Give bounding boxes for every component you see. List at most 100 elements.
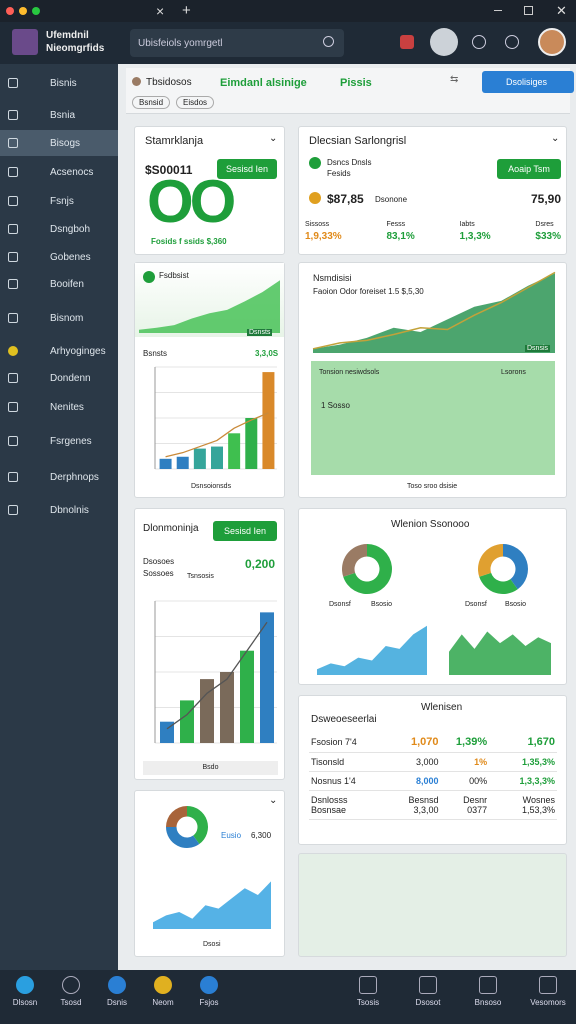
icon[interactable]: ⇆ bbox=[450, 74, 459, 85]
table-row: Fsosion 7'4 1,070 1,39% 1,670 bbox=[309, 732, 557, 753]
nav-icon bbox=[8, 472, 18, 482]
table-cell: 1,39% bbox=[440, 732, 490, 753]
panel: Tonsion nesiwdsols Lsorons 1 Sosso bbox=[311, 361, 555, 475]
nav-icon bbox=[539, 976, 557, 994]
nav-item[interactable]: Bsnia bbox=[0, 102, 118, 128]
footer-button[interactable]: Bsdo bbox=[143, 761, 278, 775]
card: Stamrklanja ⌄ $S00011 Sesisd Ien OO Fosi… bbox=[134, 126, 285, 255]
bar bbox=[240, 650, 254, 743]
nav-button[interactable]: Tsosd bbox=[46, 976, 96, 1007]
nav-item[interactable]: Fsrgenes bbox=[0, 428, 118, 454]
nav-item[interactable]: Acsenocs bbox=[0, 159, 118, 185]
nav-item[interactable]: Arhyoginges bbox=[0, 338, 118, 364]
search-text: Ubisfeiols yomrgetl bbox=[138, 38, 223, 49]
bottom-nav: Dlsosn Tsosd Dsnis Neom Fsjos Tsosis Dsosot Bns… bbox=[0, 970, 576, 1024]
nav-label: Nenites bbox=[50, 401, 84, 413]
title-bar: × + ✕ bbox=[0, 0, 576, 22]
avatar[interactable] bbox=[538, 28, 566, 56]
table-cell: Wosnes 1,53,3% bbox=[489, 790, 557, 820]
table-row: Dsnlosss Bosnsae Besnsd 3,3,00 Desnr 0377 W… bbox=[309, 790, 557, 820]
nav-item[interactable]: Dondenn bbox=[0, 365, 118, 391]
tab-close[interactable]: × bbox=[156, 3, 165, 19]
nav-icon bbox=[8, 313, 18, 323]
area bbox=[313, 273, 555, 353]
icon[interactable] bbox=[472, 35, 486, 49]
min-dot[interactable] bbox=[19, 7, 27, 15]
nav-label: Dsngboh bbox=[50, 223, 91, 235]
tab[interactable]: Pissis bbox=[340, 77, 372, 89]
nav-icon bbox=[62, 976, 80, 994]
nav-item[interactable]: Bisnom bbox=[0, 305, 118, 331]
nav-label: Derphnops bbox=[50, 471, 99, 483]
nav-item[interactable]: Gobenes bbox=[0, 244, 118, 270]
empty-card bbox=[298, 853, 567, 957]
button[interactable]: Aoaip Tsm bbox=[497, 159, 561, 179]
icon[interactable] bbox=[400, 35, 414, 49]
new-tab[interactable]: + bbox=[182, 2, 191, 19]
bar bbox=[176, 456, 189, 469]
bar bbox=[228, 433, 241, 469]
tab[interactable]: Eimdanl alsinige bbox=[220, 77, 307, 89]
subtitle: Faoion Odor foreiset 1.5 $,5,30 bbox=[313, 287, 424, 296]
area bbox=[153, 881, 271, 929]
table-cell: 1,3,3,3% bbox=[489, 771, 557, 791]
window-close[interactable]: ✕ bbox=[556, 3, 567, 18]
chart bbox=[139, 280, 280, 333]
icon[interactable] bbox=[505, 35, 519, 49]
nav-item[interactable]: Nenites bbox=[0, 394, 118, 420]
nav-label: Neom bbox=[152, 998, 174, 1007]
chevron[interactable]: ⌄ bbox=[269, 795, 278, 806]
chevron[interactable]: ⌄ bbox=[269, 133, 278, 144]
chip[interactable]: Eisdos bbox=[176, 96, 215, 109]
button[interactable]: Sesisd Ien bbox=[213, 521, 277, 541]
bar bbox=[262, 372, 275, 469]
close-dot[interactable] bbox=[6, 7, 14, 15]
nav-button[interactable]: Neom bbox=[138, 976, 188, 1007]
nav-button[interactable]: Bnsoso bbox=[463, 976, 513, 1007]
search-box[interactable]: Ubisfeiols yomrgetl bbox=[130, 29, 344, 57]
nav-item[interactable]: Bisnis bbox=[0, 70, 118, 96]
minimize[interactable] bbox=[494, 10, 502, 11]
dot bbox=[309, 192, 321, 204]
nav-item[interactable]: Dbnolnis bbox=[0, 497, 118, 523]
max-dot[interactable] bbox=[32, 7, 40, 15]
app-name: Ufemdnil bbox=[46, 30, 89, 41]
table-cell: 3,000 bbox=[382, 752, 441, 772]
nav-item[interactable]: Dsngboh bbox=[0, 216, 118, 242]
bar bbox=[260, 612, 274, 743]
tab[interactable]: Tbsidosos bbox=[146, 77, 192, 88]
nav-item[interactable]: Booifen bbox=[0, 271, 118, 297]
card-title: Dlonmoninja bbox=[143, 523, 199, 534]
nav-label: Bsnia bbox=[50, 109, 76, 121]
nav-button[interactable]: Dlsosn bbox=[0, 976, 50, 1007]
table-cell: 1,35,3% bbox=[489, 752, 557, 772]
nav-button[interactable]: Dsnis bbox=[92, 976, 142, 1007]
primary-button[interactable]: Dsolisiges bbox=[482, 71, 574, 93]
nav-label: Gobenes bbox=[50, 251, 91, 263]
table-cell: 8,000 bbox=[382, 771, 441, 791]
nav-label: Bisnis bbox=[50, 77, 77, 89]
nav-button[interactable]: Vesomors bbox=[523, 976, 573, 1007]
nav-icon bbox=[8, 110, 18, 120]
table-cell: 00% bbox=[440, 771, 490, 791]
nav-item[interactable]: Fsnjs bbox=[0, 188, 118, 214]
bar bbox=[200, 679, 214, 743]
nav-icon bbox=[154, 976, 172, 994]
slice bbox=[343, 544, 392, 594]
button[interactable]: Sesisd Ien bbox=[217, 159, 277, 179]
nav-button[interactable]: Fsjos bbox=[184, 976, 234, 1007]
nav-icon bbox=[8, 373, 18, 383]
icon[interactable] bbox=[430, 28, 458, 56]
nav-label: Fsnjs bbox=[50, 195, 74, 207]
stat-value: 1,9,33% bbox=[305, 231, 342, 242]
nav-button[interactable]: Dsosot bbox=[403, 976, 453, 1007]
nav-button[interactable]: Tsosis bbox=[343, 976, 393, 1007]
nav-label: Bisnom bbox=[50, 312, 84, 324]
chevron[interactable]: ⌄ bbox=[551, 133, 560, 144]
maximize[interactable] bbox=[524, 6, 533, 15]
nav-item[interactable]: Bisogs bbox=[0, 130, 118, 156]
nav-label: Booifen bbox=[50, 278, 84, 290]
chip[interactable]: Bsnsid bbox=[132, 96, 171, 109]
nav-icon bbox=[8, 224, 18, 234]
nav-item[interactable]: Derphnops bbox=[0, 464, 118, 490]
